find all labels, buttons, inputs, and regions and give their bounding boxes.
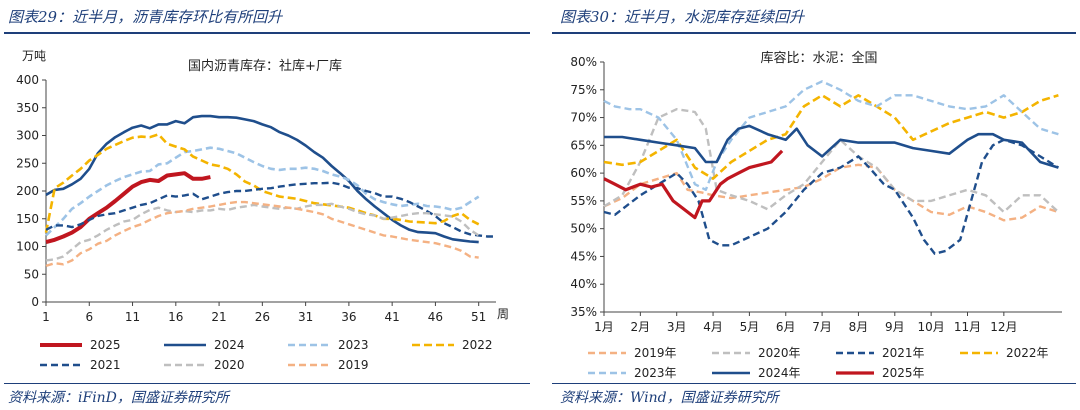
left-series-2019 [45,200,479,268]
right-xtick-label: 5月 [740,320,760,334]
left-chart-title: 国内沥青库存：社库+厂库 [188,58,342,74]
left-legend-label: 2023 [338,338,369,352]
right-source: 资料来源：Wind，国盛证券研究所 [560,390,779,406]
right-series-2023年 [603,80,1059,191]
left-xtick-label: 51 [471,310,486,324]
left-series-2023 [45,146,480,237]
left-ylabel: 万吨 [22,49,46,63]
right-ytick-label: 55% [570,194,597,208]
left-legend-label: 2021 [90,358,121,372]
right-legend-label: 2024年 [758,366,801,380]
left-ytick-label: 400 [16,73,39,87]
right-chart: 库容比：水泥：全国 35% 40% 45% 50% 55% 60% 65% 70% 75% 80%… [570,50,1062,380]
right-xtick-label: 2月 [631,320,651,334]
right-ytick-label: 40% [570,277,597,291]
right-xtick-label: 9月 [885,320,905,334]
right-xtick-label: 11月 [954,320,981,334]
right-ytick-label: 75% [570,83,597,97]
left-xtick-label: 1 [42,310,50,324]
right-source-rule [552,383,1076,384]
left-ytick-label: 250 [16,156,39,170]
right-series-2022年 [603,94,1059,180]
right-xtick-label: 3月 [667,320,687,334]
left-source: 资料来源：iFinD，国盛证券研究所 [8,390,229,406]
right-series-2021年 [603,138,1060,255]
left-ytick-label: 100 [16,240,39,254]
right-legend-label: 2025年 [882,366,925,380]
right-ytick-label: 35% [570,305,597,319]
left-figure-title: 图表29：近半月，沥青库存环比有所回升 [8,8,283,26]
left-xtick-label: 6 [85,310,93,324]
right-legend-label: 2019年 [634,346,677,360]
right-ytick-label: 45% [570,249,597,263]
left-xtick-label: 21 [211,310,226,324]
left-legend-label: 2022 [462,338,493,352]
left-series-2020 [45,202,480,262]
left-series-2025 [45,171,211,245]
left-xtick-label: 41 [385,310,400,324]
right-legend-label: 2023年 [634,366,677,380]
left-title-rule [4,32,530,34]
right-series-2019年 [603,163,1059,222]
right-chart-title: 库容比：水泥：全国 [760,50,877,66]
left-xtick-label: 36 [341,310,356,324]
left-series-2022 [44,133,480,233]
right-series-2024年 [604,124,1059,169]
right-ytick-label: 50% [570,222,597,236]
right-xtick-label: 4月 [703,320,723,334]
left-xtick-label: 46 [428,310,443,324]
left-xtick-label: 11 [125,310,140,324]
right-ytick-label: 70% [570,111,597,125]
left-ytick-label: 350 [16,101,39,115]
right-ytick-label: 65% [570,138,597,152]
left-legend-label: 2025 [90,338,121,352]
left-xtick-label: 16 [168,310,183,324]
right-xtick-label: 1月 [594,320,614,334]
left-ytick-label: 50 [24,267,39,281]
left-xtick-label: 26 [255,310,270,324]
right-figure-title: 图表30：近半月，水泥库存延续回升 [560,8,805,26]
right-xtick-label: 8月 [849,320,869,334]
right-xtick-label: 7月 [812,320,832,334]
left-ytick-label: 150 [16,212,39,226]
left-xtick-label: 31 [298,310,313,324]
right-legend-label: 2021年 [882,346,925,360]
left-ytick-label: 0 [31,295,39,309]
left-xlabel: 周 [497,307,509,321]
left-ytick-label: 300 [16,129,39,143]
right-legend-label: 2020年 [758,346,801,360]
right-xtick-label: 12月 [990,320,1017,334]
right-ytick-label: 80% [570,55,597,69]
right-series-2025年 [603,149,784,220]
left-series-2024 [45,114,479,244]
left-ytick-label: 200 [16,184,39,198]
right-title-rule [552,32,1076,34]
left-legend-label: 2020 [214,358,245,372]
right-xtick-label: 10月 [918,320,945,334]
left-legend-label: 2019 [338,358,369,372]
right-ytick-label: 60% [570,166,597,180]
right-series-2020年 [603,108,1060,214]
right-xtick-label: 6月 [776,320,796,334]
left-chart: 国内沥青库存：社库+厂库 万吨 周 0 50 100 150 200 250 300 350 4… [16,49,509,372]
left-source-rule [4,383,530,384]
left-series-2021 [45,181,496,238]
right-legend-label: 2022年 [1006,346,1049,360]
left-legend-label: 2024 [214,338,245,352]
